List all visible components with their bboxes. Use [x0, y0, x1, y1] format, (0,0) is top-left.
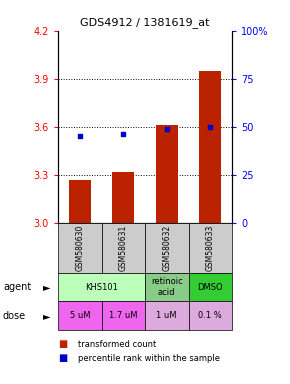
Bar — [145, 223, 188, 273]
Text: GSM580632: GSM580632 — [162, 225, 171, 271]
Bar — [145, 301, 188, 330]
Text: 1 uM: 1 uM — [157, 311, 177, 320]
Bar — [102, 301, 145, 330]
Point — [164, 126, 169, 132]
Text: ►: ► — [43, 311, 51, 321]
Bar — [69, 180, 90, 223]
Text: KHS101: KHS101 — [85, 283, 118, 291]
Bar — [113, 172, 134, 223]
Point — [121, 131, 126, 137]
Point — [208, 124, 213, 130]
Bar — [188, 223, 232, 273]
Bar — [188, 273, 232, 301]
Text: DMSO: DMSO — [197, 283, 223, 291]
Bar — [58, 273, 145, 301]
Text: 5 uM: 5 uM — [70, 311, 90, 320]
Text: retinoic
acid: retinoic acid — [151, 277, 183, 297]
Text: agent: agent — [3, 282, 31, 292]
Bar — [145, 273, 188, 301]
Text: ■: ■ — [58, 339, 67, 349]
Bar — [200, 71, 221, 223]
Text: GSM580633: GSM580633 — [206, 225, 215, 271]
Text: ■: ■ — [58, 353, 67, 363]
Text: GDS4912 / 1381619_at: GDS4912 / 1381619_at — [80, 17, 210, 28]
Bar — [58, 223, 102, 273]
Text: GSM580631: GSM580631 — [119, 225, 128, 271]
Bar — [188, 301, 232, 330]
Bar — [156, 125, 177, 223]
Text: ►: ► — [43, 282, 51, 292]
Point — [77, 133, 82, 139]
Text: percentile rank within the sample: percentile rank within the sample — [78, 354, 220, 363]
Text: 1.7 uM: 1.7 uM — [109, 311, 137, 320]
Text: 0.1 %: 0.1 % — [198, 311, 222, 320]
Text: GSM580630: GSM580630 — [75, 225, 84, 271]
Text: transformed count: transformed count — [78, 340, 157, 349]
Bar — [102, 223, 145, 273]
Text: dose: dose — [3, 311, 26, 321]
Bar — [58, 301, 102, 330]
